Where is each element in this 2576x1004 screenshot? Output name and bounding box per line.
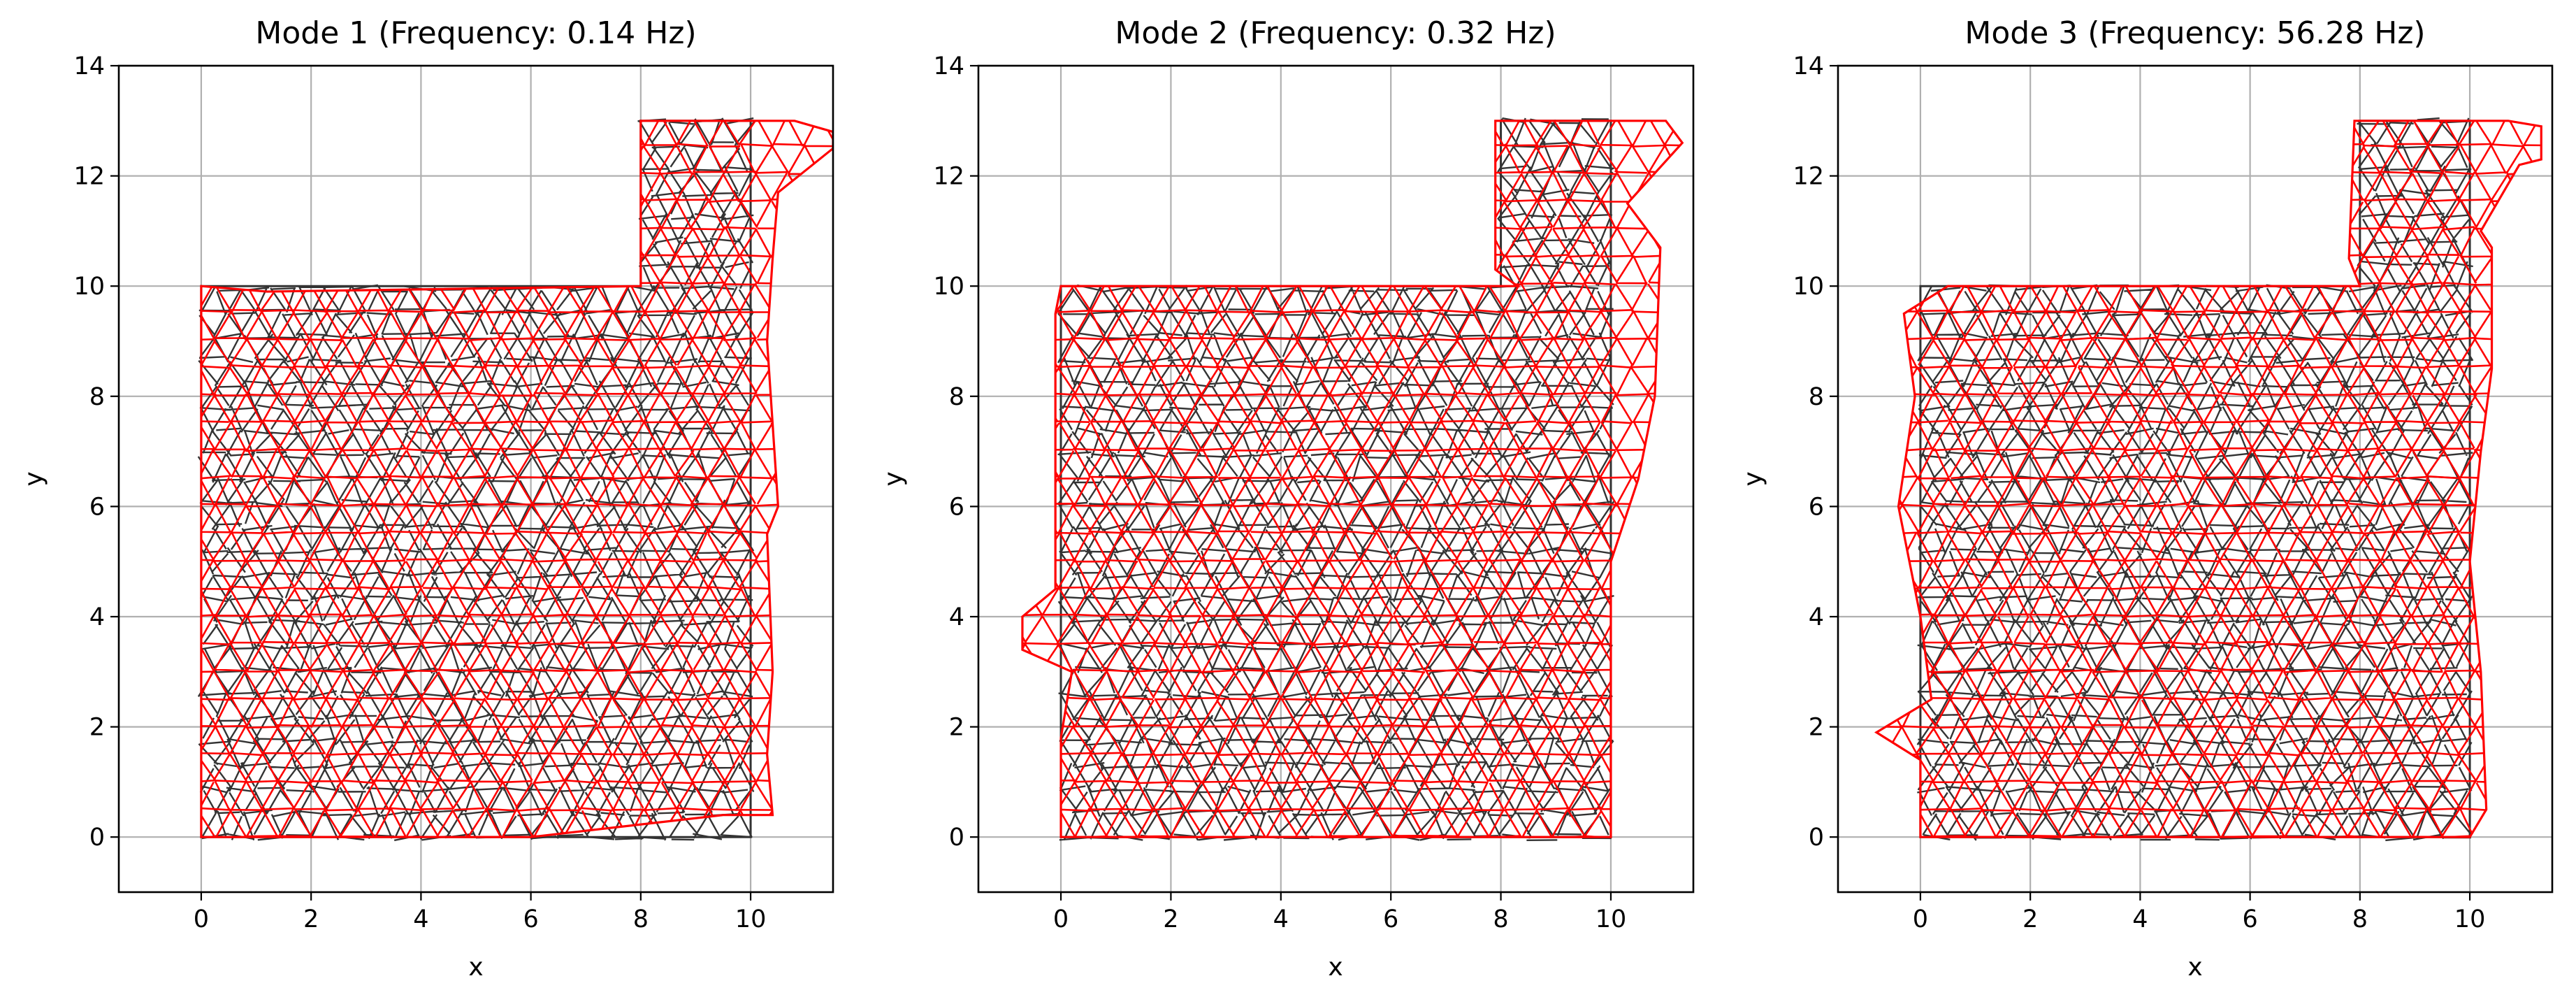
tick-labels: 0 2 4 6 8 10 0 2 4 6 8 10 12 14 bbox=[1793, 52, 2485, 933]
panel-title: Mode 1 (Frequency: 0.14 Hz) bbox=[255, 15, 696, 51]
y-tick-label: 4 bbox=[89, 603, 105, 631]
mode-shape-outline bbox=[200, 120, 833, 838]
axes-frame bbox=[977, 64, 1695, 894]
y-tick-label: 12 bbox=[933, 163, 964, 191]
original-mesh-edges bbox=[1057, 117, 1615, 841]
x-tick-label: 2 bbox=[303, 905, 319, 933]
x-tick-label: 2 bbox=[1163, 905, 1178, 933]
y-tick-label: 14 bbox=[1793, 52, 1824, 80]
y-tick-label: 6 bbox=[89, 493, 105, 521]
x-tick-label: 2 bbox=[2023, 905, 2038, 933]
x-tick-label: 8 bbox=[633, 905, 649, 933]
x-tick-label: 6 bbox=[1383, 905, 1398, 933]
panel-title: Mode 3 (Frequency: 56.28 Hz) bbox=[1964, 15, 2425, 51]
x-tick-label: 0 bbox=[1053, 905, 1069, 933]
y-tick-label: 0 bbox=[89, 824, 105, 852]
x-axis-label: x bbox=[1328, 953, 1343, 982]
panel-title: Mode 2 (Frequency: 0.32 Hz) bbox=[1115, 15, 1556, 51]
y-tick-label: 2 bbox=[89, 714, 105, 742]
y-tick-label: 10 bbox=[1793, 273, 1824, 301]
y-tick-label: 2 bbox=[1809, 714, 1824, 742]
y-tick-label: 8 bbox=[89, 383, 105, 411]
original-mesh bbox=[1057, 117, 1615, 841]
x-tick-label: 4 bbox=[2132, 905, 2148, 933]
x-tick-label: 6 bbox=[523, 905, 538, 933]
panel-mode-2: Mode 2 (Frequency: 0.32 Hz) x y 0 2 4 6 8 100… bbox=[879, 15, 1695, 982]
panel-mode-3: Mode 3 (Frequency: 56.28 Hz) x y 0 2 4 6 8 10… bbox=[1739, 15, 2554, 982]
y-tick-label: 4 bbox=[949, 603, 964, 631]
x-tick-label: 10 bbox=[1595, 905, 1627, 933]
mode-shape-outline bbox=[1021, 120, 1684, 838]
y-tick-label: 14 bbox=[73, 52, 105, 80]
panel-mode-1: Mode 1 (Frequency: 0.14 Hz) x y 0 2 4 6 8 100… bbox=[20, 15, 834, 982]
x-tick-label: 8 bbox=[1493, 905, 1508, 933]
x-tick-label: 8 bbox=[2352, 905, 2368, 933]
y-tick-label: 8 bbox=[949, 383, 964, 411]
x-tick-label: 10 bbox=[735, 905, 767, 933]
mode-shape-outline bbox=[1874, 120, 2542, 838]
x-axis-label: x bbox=[2187, 953, 2202, 982]
x-tick-label: 4 bbox=[413, 905, 428, 933]
tick-labels: 0 2 4 6 8 10 0 2 4 6 8 10 12 14 bbox=[933, 52, 1626, 933]
x-tick-label: 0 bbox=[1913, 905, 1928, 933]
x-tick-label: 0 bbox=[194, 905, 209, 933]
y-tick-label: 2 bbox=[949, 714, 964, 742]
y-tick-label: 10 bbox=[933, 273, 964, 301]
y-tick-label: 12 bbox=[73, 163, 105, 191]
x-axis-label: x bbox=[468, 953, 483, 982]
y-tick-label: 14 bbox=[933, 52, 964, 80]
y-tick-label: 10 bbox=[73, 273, 105, 301]
x-tick-label: 6 bbox=[2242, 905, 2257, 933]
mode-shape-mesh bbox=[200, 120, 833, 838]
axes-frame bbox=[1837, 64, 2554, 894]
y-tick-label: 4 bbox=[1809, 603, 1824, 631]
y-tick-label: 0 bbox=[1809, 824, 1824, 852]
axes-frame bbox=[117, 64, 834, 894]
y-axis-label: y bbox=[20, 471, 48, 486]
x-tick-label: 4 bbox=[1273, 905, 1289, 933]
y-tick-label: 6 bbox=[1809, 493, 1824, 521]
tick-labels: 0 2 4 6 8 10 0 2 4 6 8 10 12 14 bbox=[73, 52, 766, 933]
y-axis-label: y bbox=[1739, 471, 1767, 486]
y-tick-label: 8 bbox=[1809, 383, 1824, 411]
y-tick-label: 12 bbox=[1793, 163, 1824, 191]
x-tick-label: 10 bbox=[2454, 905, 2486, 933]
y-axis-label: y bbox=[879, 471, 908, 486]
y-tick-label: 0 bbox=[949, 824, 964, 852]
y-tick-label: 6 bbox=[949, 493, 964, 521]
